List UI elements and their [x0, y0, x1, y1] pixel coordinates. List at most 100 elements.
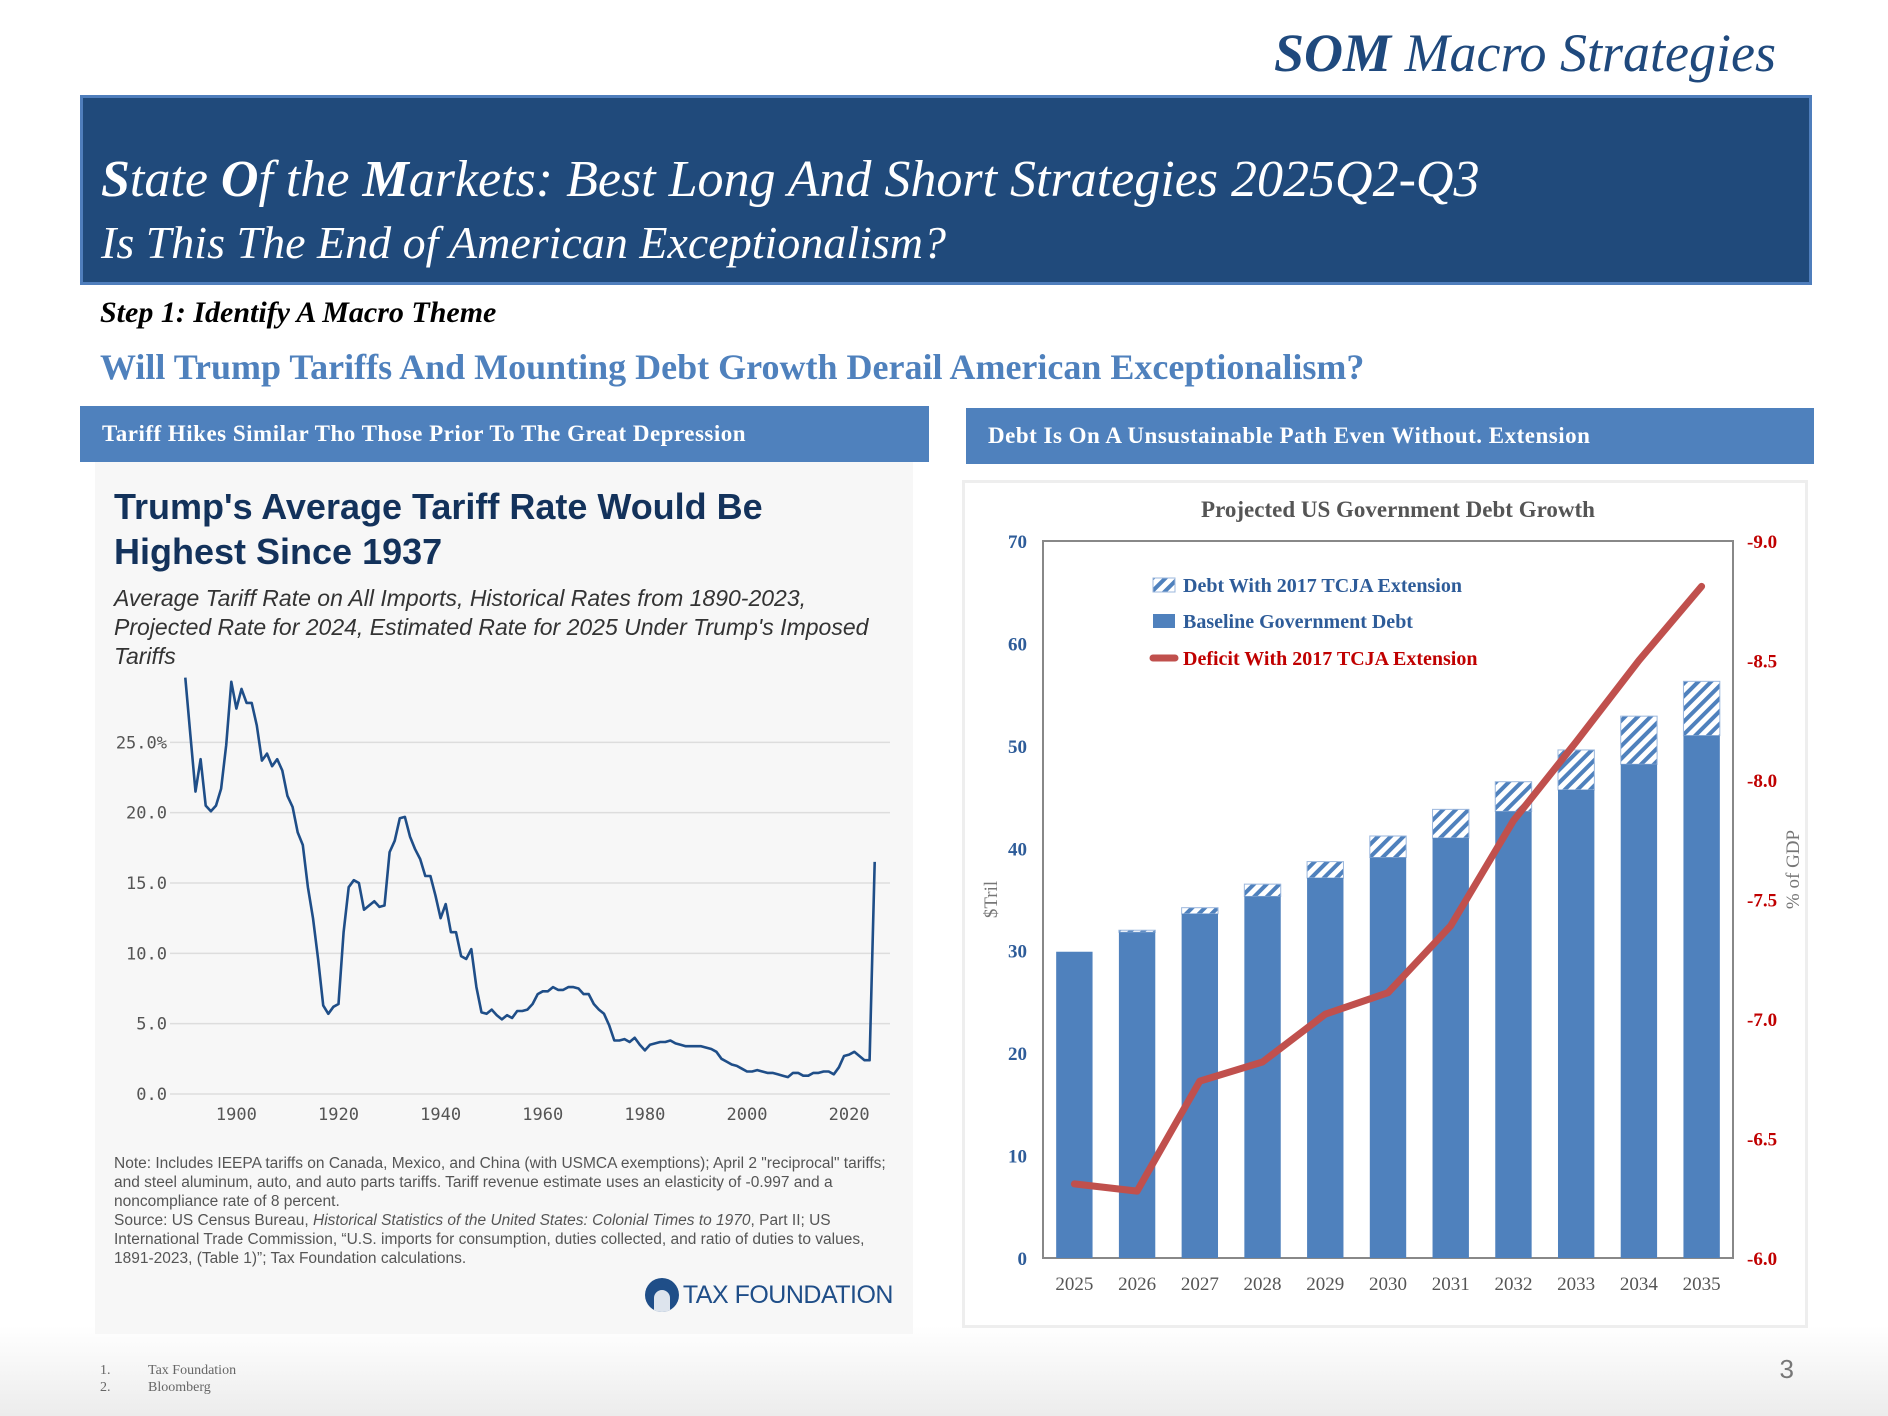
bar-tcja-extension — [1118, 929, 1156, 933]
footnote-item: 2. Bloomberg — [100, 1379, 236, 1396]
x-tick-label: 2031 — [1432, 1274, 1470, 1295]
title-part: tate — [129, 151, 221, 208]
y-tick-label: 60 — [1008, 634, 1027, 655]
x-tick-label: 2020 — [829, 1105, 870, 1125]
note-text: Note: Includes IEEPA tariffs on Canada, … — [114, 1155, 886, 1210]
y2-tick-label: -9.0 — [1747, 532, 1777, 553]
y2-tick-label: -6.0 — [1747, 1249, 1777, 1270]
bar-baseline-debt — [1620, 764, 1658, 1258]
y2-tick-label: -7.5 — [1747, 891, 1777, 912]
y-tick-label: 0 — [1018, 1249, 1028, 1270]
x-tick-label: 1940 — [420, 1105, 461, 1125]
right-section-header: Debt Is On A Unsustainable Path Even Wit… — [966, 408, 1814, 464]
y-tick-label: 30 — [1008, 942, 1027, 963]
bar-tcja-extension — [1620, 715, 1658, 765]
step-label: Step 1: Identify A Macro Theme — [100, 296, 497, 329]
x-tick-label: 1980 — [624, 1105, 665, 1125]
x-tick-label: 2000 — [727, 1105, 768, 1125]
x-tick-label: 2035 — [1683, 1274, 1721, 1295]
deficit-line — [1070, 582, 1706, 1195]
page-subtitle: Is This The End of American Exceptionali… — [101, 217, 946, 268]
legend-swatch-solid — [1153, 614, 1175, 628]
footnote-number: 2. — [100, 1380, 111, 1395]
title-banner: State Of the Markets: Best Long And Shor… — [80, 95, 1812, 285]
x-tick-label: 2025 — [1055, 1274, 1093, 1295]
source-prefix: Source: US Census Bureau, — [114, 1212, 314, 1229]
brand-logo: SOM Macro Strategies — [1274, 22, 1776, 84]
y-tick-label: 70 — [1008, 532, 1027, 553]
bar-tcja-extension — [1369, 835, 1407, 859]
title-part: S — [101, 151, 130, 208]
x-tick-label: 2030 — [1369, 1274, 1407, 1295]
bar-baseline-debt — [1056, 951, 1093, 1258]
bar-baseline-debt — [1683, 735, 1720, 1258]
tax-foundation-logo: TAX FOUNDATION — [644, 1278, 894, 1312]
bar-baseline-debt — [1244, 896, 1281, 1258]
bar-baseline-debt — [1307, 877, 1344, 1258]
x-tick-label: 2034 — [1620, 1274, 1659, 1295]
y-tick-label: 10.0 — [126, 944, 167, 964]
y-tick-label: 40 — [1008, 839, 1027, 860]
y-tick-label: 15.0 — [126, 874, 167, 894]
debt-chart-panel: Projected US Government Debt Growth 0 10 20… — [962, 480, 1808, 1328]
y-tick-label: 50 — [1008, 737, 1027, 758]
brand-bold: SOM — [1274, 23, 1392, 83]
brand-rest: Macro Strategies — [1391, 23, 1776, 83]
capitol-icon — [644, 1278, 679, 1312]
y-tick-label: 20.0 — [126, 804, 167, 824]
y2-tick-label: -7.0 — [1747, 1010, 1777, 1031]
y-tick-label: 0.0 — [136, 1085, 167, 1105]
legend-label: Debt With 2017 TCJA Extension — [1183, 575, 1462, 597]
bar-tcja-extension — [1181, 907, 1219, 915]
y-axis-label: $Tril — [981, 881, 1002, 918]
bar-tcja-extension — [1682, 680, 1721, 737]
theme-question: Will Trump Tariffs And Mounting Debt Gro… — [100, 347, 1365, 387]
y-tick-label: 20 — [1008, 1044, 1027, 1065]
y2-tick-label: -6.5 — [1747, 1130, 1777, 1151]
x-tick-label: 2032 — [1494, 1274, 1532, 1295]
footnotes: 1. Tax Foundation 2. Bloomberg — [100, 1362, 236, 1396]
x-tick-label: 1900 — [216, 1105, 257, 1125]
bar-tcja-extension — [1306, 861, 1344, 879]
tariff-rate-line — [184, 677, 876, 1079]
y2-tick-label: -8.0 — [1747, 771, 1777, 792]
footnote-number: 1. — [100, 1363, 111, 1378]
footer-background — [0, 1326, 1888, 1416]
x-tick-label: 1920 — [318, 1105, 359, 1125]
source-text: Source: US Census Bureau, Historical Sta… — [114, 1211, 904, 1268]
legend-swatch-hatched — [1152, 577, 1176, 593]
y2-axis-label: % of GDP — [1783, 830, 1804, 909]
title-part: O — [220, 151, 259, 208]
footnote-item: 1. Tax Foundation — [100, 1362, 236, 1379]
x-tick-label: 2026 — [1118, 1274, 1156, 1295]
source-suffix: , Part II; US International Trade Commis… — [114, 1212, 865, 1267]
tariff-chart-subtitle: Average Tariff Rate on All Imports, Hist… — [114, 585, 869, 669]
title-part: f the — [258, 151, 363, 208]
tariff-line-chart: 0.0 5.0 10.0 15.0 20.0 25.0% 1900 1920 1940 1960 1… — [116, 677, 890, 1125]
logo-text: TAX FOUNDATION — [682, 1280, 894, 1309]
footnote-text: Tax Foundation — [148, 1363, 237, 1378]
title-part: arkets: Best Long And Short Strategies 2… — [408, 151, 1480, 208]
page-title: State Of the Markets: Best Long And Shor… — [101, 150, 1479, 209]
left-section-header: Tariff Hikes Similar Tho Those Prior To … — [80, 406, 929, 462]
tariff-chart-title: Trump's Average Tariff Rate Would Be Hig… — [114, 486, 763, 572]
x-tick-label: 1960 — [522, 1105, 563, 1125]
bar-tcja-extension — [1432, 808, 1470, 839]
page-number: 3 — [1779, 1354, 1794, 1384]
y-tick-label: 5.0 — [136, 1015, 167, 1035]
bar-baseline-debt — [1495, 811, 1532, 1258]
bar-baseline-debt — [1118, 932, 1156, 1258]
debt-bar-chart: Projected US Government Debt Growth 0 10 20… — [981, 497, 1804, 1295]
tariff-chart-panel: Trump's Average Tariff Rate Would Be Hig… — [95, 462, 913, 1334]
source-title: Historical Statistics of the United Stat… — [313, 1212, 751, 1229]
legend-label: Deficit With 2017 TCJA Extension — [1183, 648, 1477, 670]
bar-tcja-extension — [1243, 883, 1282, 897]
x-tick-label: 2029 — [1306, 1274, 1344, 1295]
y-tick-label: 10 — [1008, 1147, 1027, 1168]
bar-baseline-debt — [1369, 857, 1407, 1258]
y-tick-label: 25.0% — [116, 733, 167, 753]
y2-tick-label: -8.5 — [1747, 652, 1777, 673]
legend-label: Baseline Government Debt — [1183, 611, 1413, 633]
x-tick-label: 2033 — [1557, 1274, 1595, 1295]
debt-chart-title: Projected US Government Debt Growth — [1201, 497, 1595, 522]
